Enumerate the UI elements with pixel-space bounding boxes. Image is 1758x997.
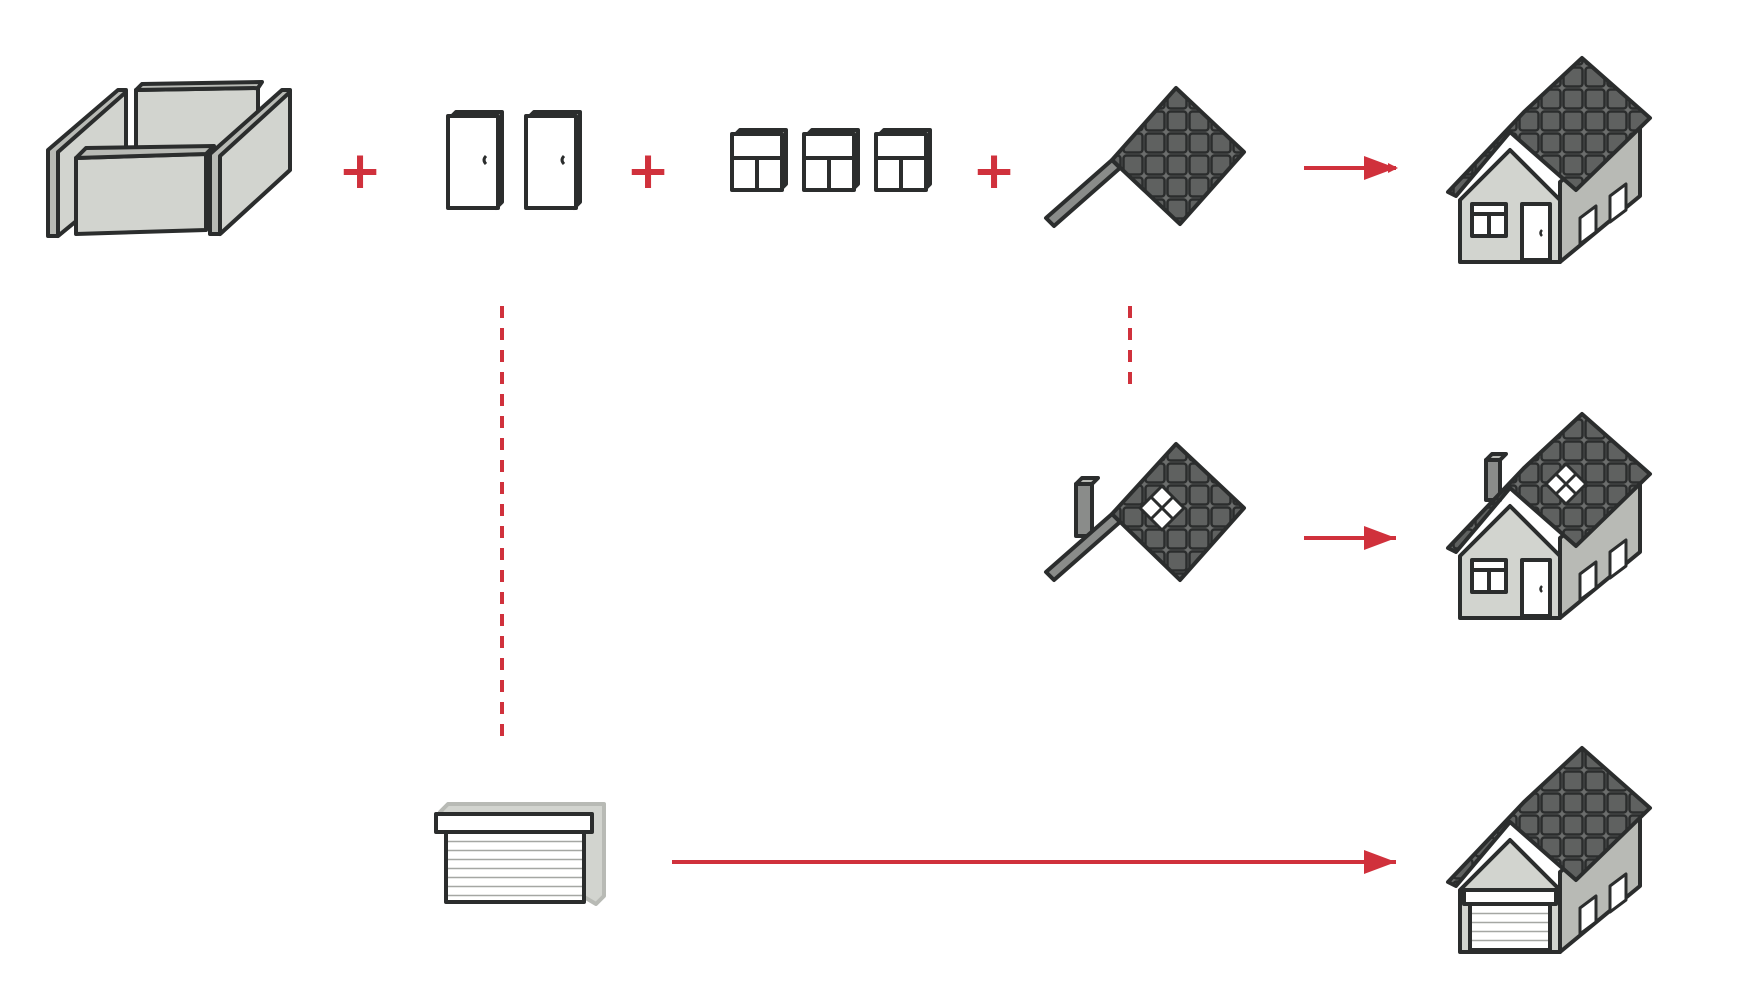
garage-door-icon: [434, 802, 606, 906]
door-icon: [524, 110, 582, 210]
window-icon: [874, 128, 932, 192]
house-icon: [1446, 56, 1652, 264]
doors-group: [446, 110, 582, 210]
plus-operator-1: +: [338, 141, 382, 201]
roof-icon: [1044, 86, 1246, 228]
fancy-house-icon: [1446, 412, 1652, 620]
window-icon: [802, 128, 860, 192]
window-icon: [730, 128, 788, 192]
garage-house-icon: [1446, 746, 1652, 954]
walls-icon: [46, 80, 292, 238]
plus-operator-2: +: [626, 141, 670, 201]
windows-group: [730, 128, 932, 192]
fancy-roof-icon: [1044, 442, 1246, 582]
plus-operator-3: +: [972, 141, 1016, 201]
door-icon: [446, 110, 504, 210]
